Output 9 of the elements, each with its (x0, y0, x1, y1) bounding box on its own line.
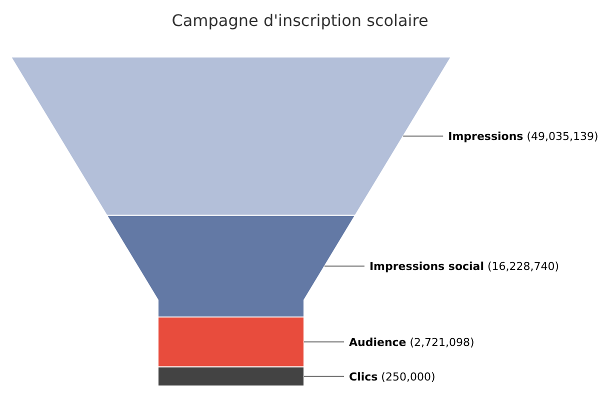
data-label: (49,035,139) (523, 130, 598, 144)
category-label: Impressions (448, 130, 524, 144)
category-label: Impressions social (369, 260, 484, 274)
category-label: Audience (349, 336, 406, 349)
data-label: (2,721,098) (406, 336, 474, 349)
category-label: Clics (349, 370, 378, 384)
data-label: (250,000) (378, 370, 436, 384)
data-label: (16,228,740) (484, 260, 560, 274)
text: Campagne d'inscription scolaire (172, 11, 428, 30)
